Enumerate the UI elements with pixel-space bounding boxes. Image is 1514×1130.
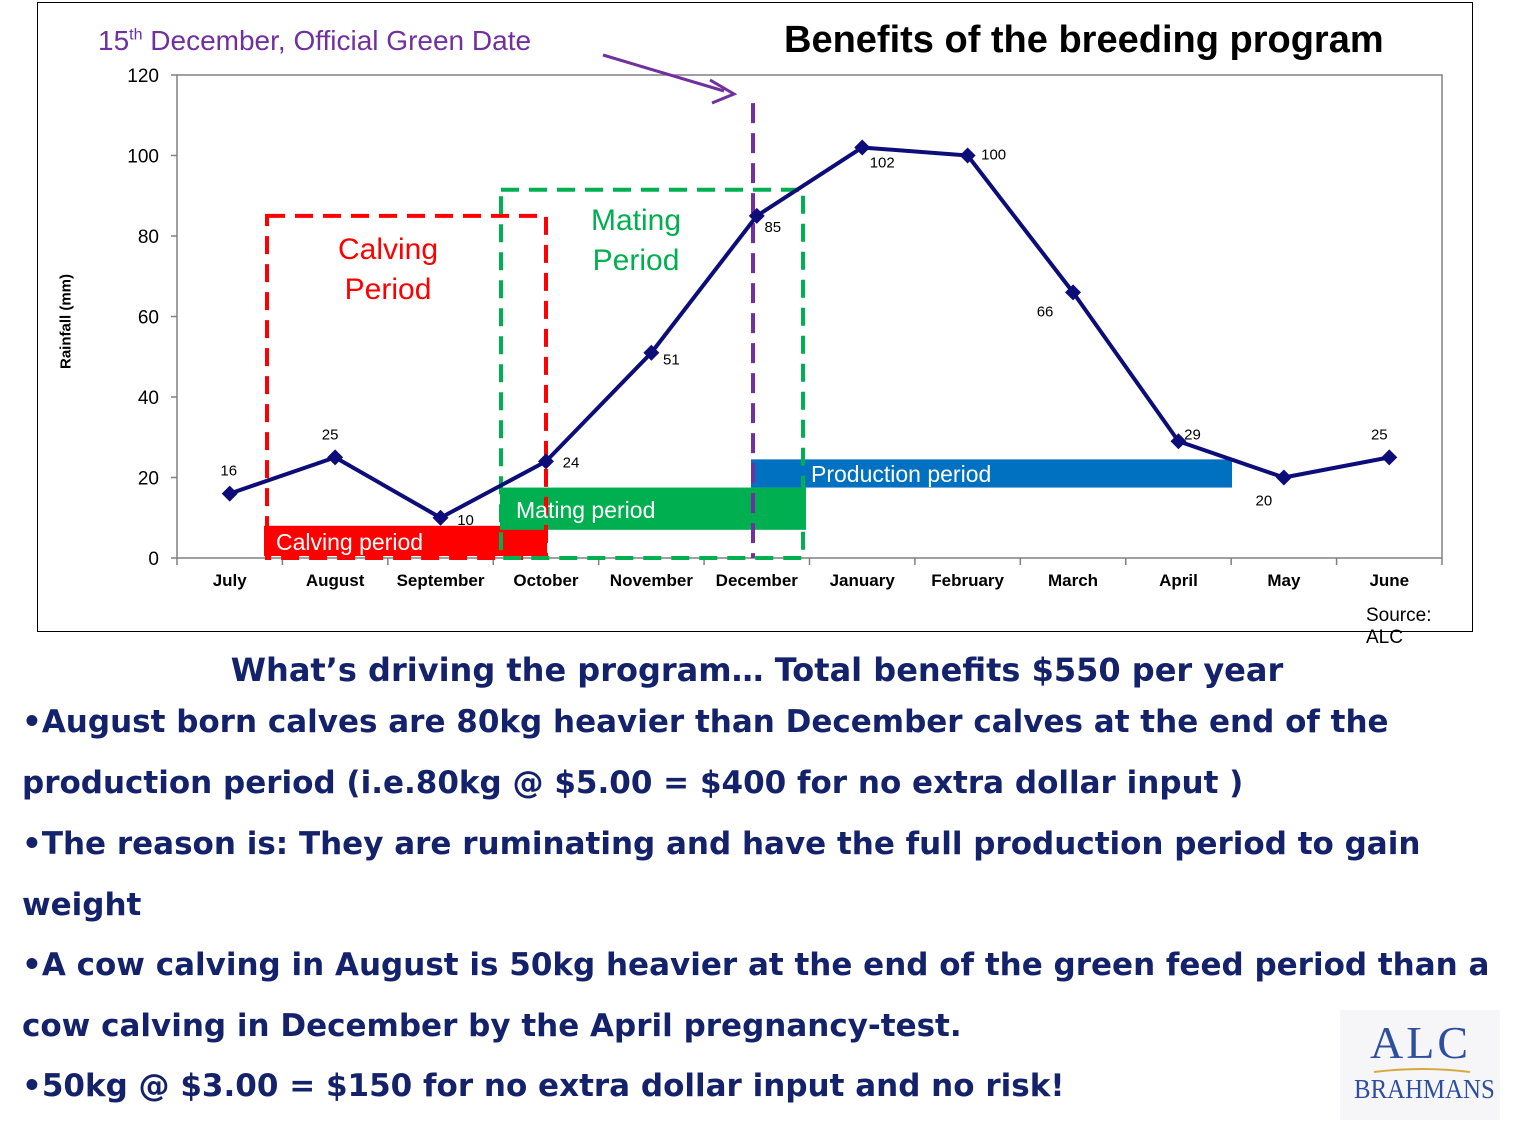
x-tick-label: August: [306, 571, 365, 590]
data-label: 66: [1037, 303, 1054, 320]
y-axis-label: Rainfall (mm): [57, 274, 75, 370]
data-point-marker: [1275, 469, 1292, 486]
data-label: 29: [1184, 426, 1201, 443]
production-period-bar: [751, 459, 1232, 488]
green-date-annotation: 15th December, Official Green Date: [98, 25, 532, 56]
data-label: 25: [322, 426, 339, 443]
data-point-marker: [1381, 449, 1398, 466]
mating-period-box-label: Mating Period: [591, 204, 682, 277]
data-point-marker: [327, 449, 344, 466]
data-label: 20: [1256, 493, 1273, 510]
mating-bar-label: Mating period: [516, 497, 656, 523]
x-tick-label: September: [397, 571, 485, 590]
chart-source: Source: ALC: [1366, 605, 1432, 648]
data-label: 10: [457, 512, 474, 529]
logo-alc-text: ALC: [1370, 1017, 1471, 1068]
y-tick-label: 60: [138, 308, 159, 329]
production-bar-label: Production period: [811, 461, 992, 487]
data-point-marker: [959, 147, 976, 164]
y-tick-label: 0: [148, 549, 159, 570]
y-tick-label: 20: [138, 469, 159, 490]
x-tick-label: November: [610, 571, 694, 590]
x-tick-label: February: [931, 571, 1004, 590]
data-label: 25: [1371, 426, 1388, 443]
x-tick-label: October: [513, 571, 579, 590]
mating-period-box: [499, 187, 805, 560]
x-tick-label: January: [830, 571, 896, 590]
chart-frame: 0 20 40 60 80 100 120 July August September Octobe…: [37, 2, 1473, 648]
bullet-2: •The reason is: They are ruminating and …: [22, 826, 1421, 923]
data-label: 24: [563, 454, 580, 471]
data-point-marker: [854, 139, 871, 156]
x-tick-label: April: [1159, 571, 1198, 590]
y-tick-label: 40: [138, 388, 159, 409]
x-tick-label: December: [716, 571, 799, 590]
calving-period-box: [265, 213, 548, 560]
green-date-arrowhead: [709, 78, 738, 105]
data-label: 102: [870, 154, 895, 171]
data-point-marker: [221, 485, 238, 502]
x-tick-label: May: [1267, 571, 1301, 590]
data-point-marker: [643, 344, 660, 361]
y-tick-label: 120: [127, 66, 159, 87]
y-tick-label: 80: [138, 227, 159, 248]
x-tick-label: March: [1048, 571, 1098, 590]
bullet-4: •50kg @ $3.00 = $150 for no extra dollar…: [22, 1068, 1065, 1104]
x-tick-label: June: [1369, 571, 1409, 590]
data-point-marker: [537, 453, 554, 470]
data-point-marker: [1170, 433, 1187, 450]
logo-swoosh-icon: [1373, 1068, 1471, 1073]
x-tick-label: July: [213, 571, 248, 590]
data-label: 51: [663, 352, 680, 369]
calving-period-box-label: Calving Period: [338, 233, 439, 306]
rainfall-line: [229, 145, 1390, 520]
data-point-marker: [1065, 284, 1082, 301]
data-label: 16: [220, 463, 237, 480]
data-point-marker: [748, 207, 765, 224]
logo-brahmans-text: BRAHMANS: [1354, 1074, 1495, 1104]
explanation-heading: What’s driving the program… Total benefi…: [230, 651, 1284, 689]
data-label: 85: [764, 219, 781, 236]
alc-brahmans-logo: ALC BRAHMANS: [1340, 1010, 1500, 1120]
explanation-text: What’s driving the program… Total benefi…: [0, 648, 1514, 1104]
bullet-1: •August born calves are 80kg heavier tha…: [22, 704, 1389, 801]
y-tick-label: 100: [127, 147, 159, 168]
green-date-arrow: [602, 53, 725, 93]
calving-bar-label: Calving period: [276, 529, 424, 555]
chart-title: Benefits of the breeding program: [784, 19, 1384, 61]
rainfall-chart: 0 20 40 60 80 100 120 July August September Octobe…: [127, 53, 1443, 590]
bullet-3: •A cow calving in August is 50kg heavier…: [22, 947, 1490, 1044]
data-point-marker: [432, 509, 449, 526]
data-label: 100: [981, 147, 1006, 164]
